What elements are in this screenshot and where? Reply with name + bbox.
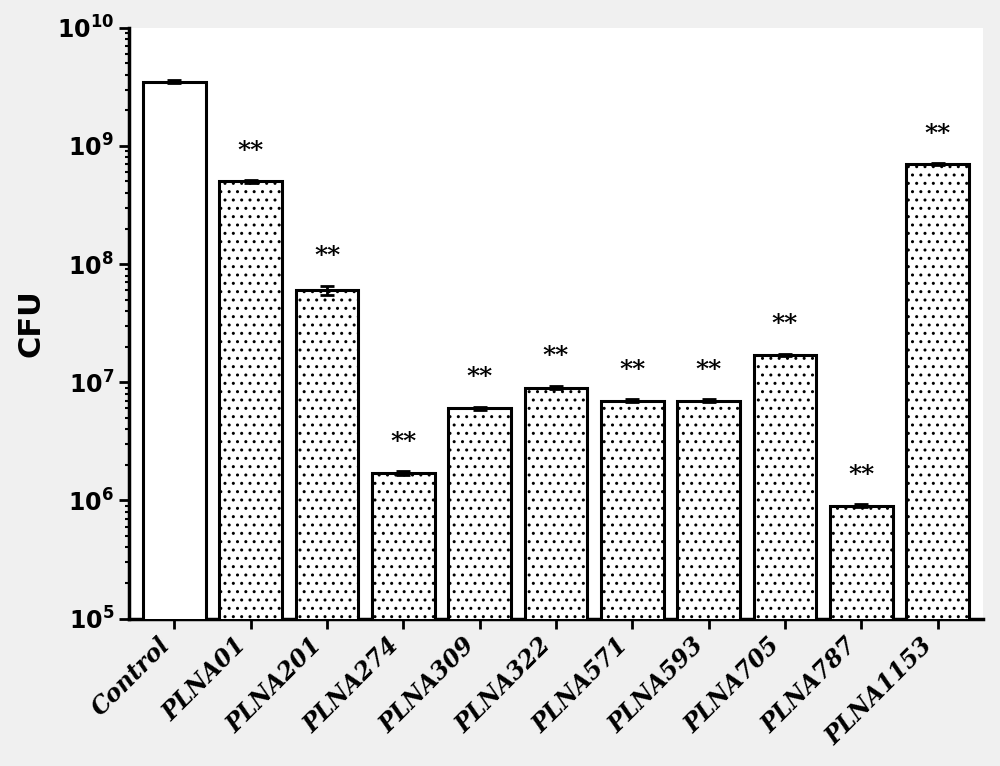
Bar	[754, 355, 816, 766]
Bar	[677, 401, 740, 766]
Bar	[372, 473, 435, 766]
Text: **: **	[238, 139, 264, 162]
Text: **: **	[314, 244, 340, 268]
Text: **: **	[924, 122, 951, 146]
Text: **: **	[467, 365, 493, 389]
Text: **: **	[848, 463, 874, 486]
Bar	[448, 408, 511, 766]
Bar	[143, 82, 206, 766]
Bar	[296, 290, 358, 766]
Text: **: **	[543, 345, 569, 368]
Text: **: **	[390, 430, 416, 453]
Bar	[830, 506, 893, 766]
Text: **: **	[772, 312, 798, 336]
Bar	[525, 388, 587, 766]
Bar	[601, 401, 664, 766]
Bar	[906, 164, 969, 766]
Y-axis label: CFU: CFU	[17, 290, 46, 357]
Bar	[219, 182, 282, 766]
Text: **: **	[695, 358, 722, 381]
Text: **: **	[619, 358, 645, 381]
